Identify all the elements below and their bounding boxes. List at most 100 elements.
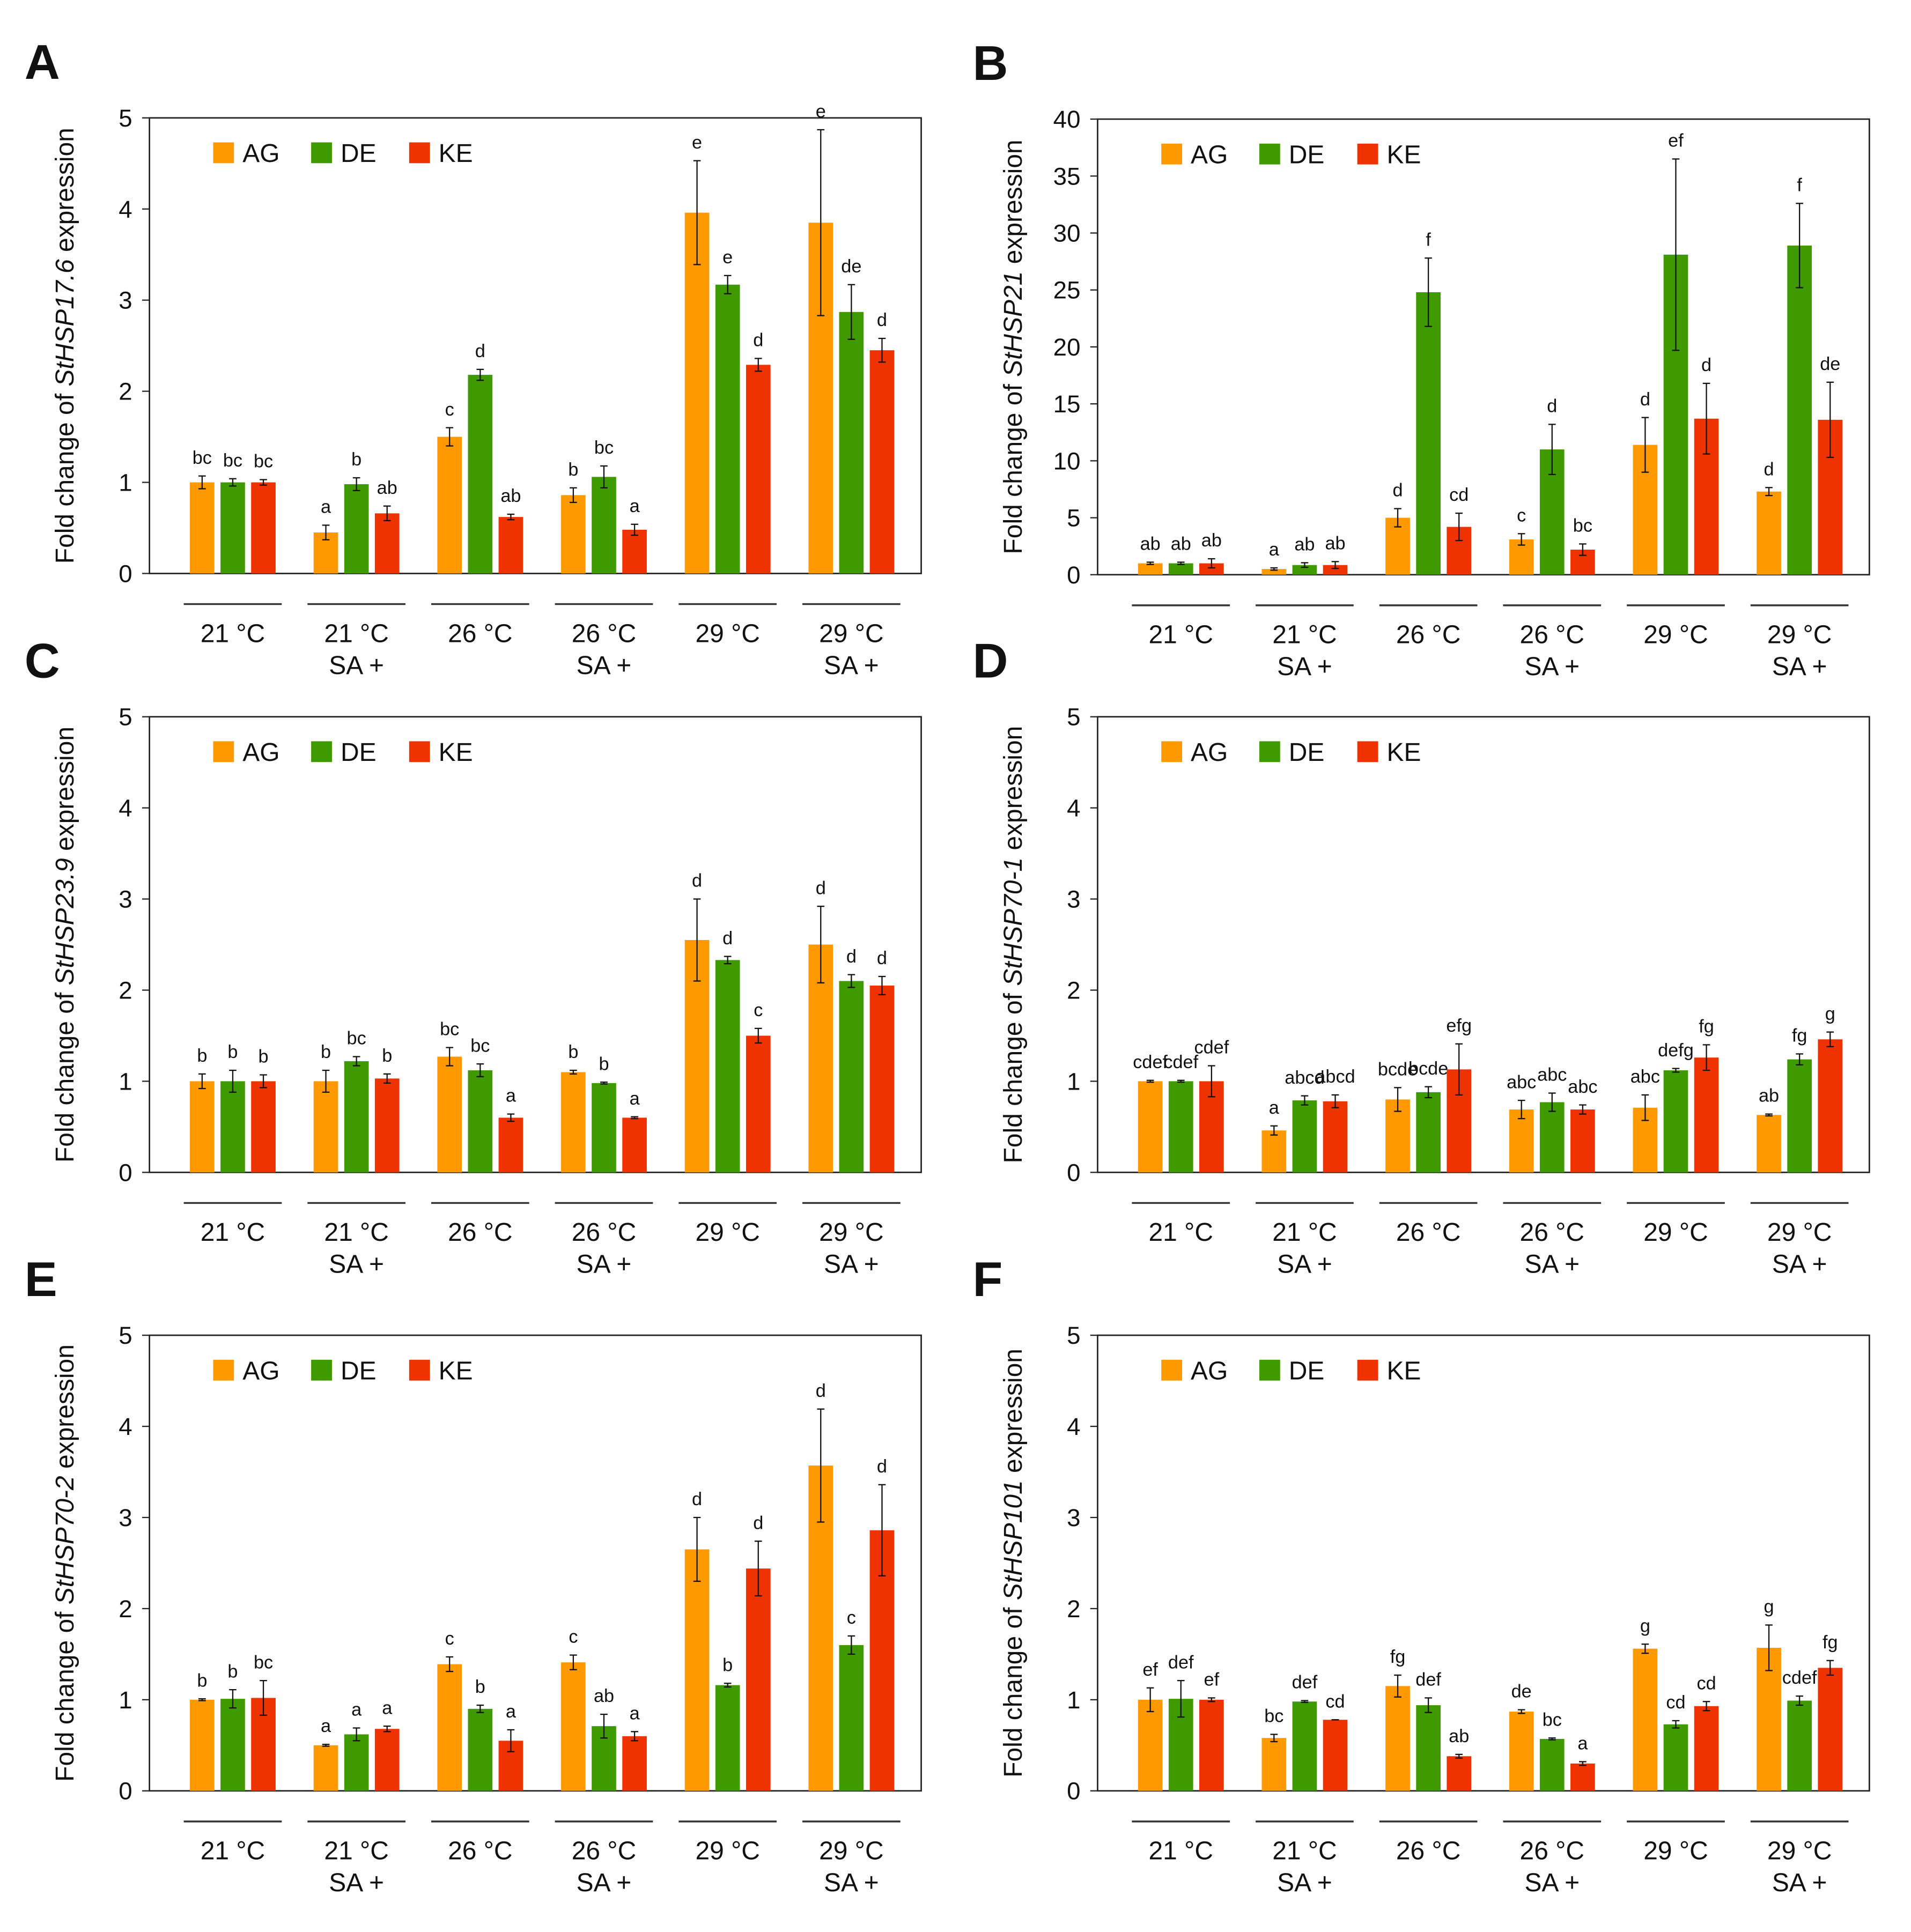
legend-swatch-de — [1259, 1359, 1280, 1381]
y-tick-label: 0 — [119, 1778, 132, 1805]
legend-label-de: DE — [341, 139, 377, 168]
legend-label-ke: KE — [1386, 140, 1421, 169]
bar-ke — [374, 1729, 400, 1791]
category-label: 29 °C — [1767, 1837, 1832, 1866]
bar-ag — [1261, 1130, 1287, 1173]
significance-letter: g — [1640, 1616, 1650, 1636]
significance-letter: a — [630, 1089, 640, 1109]
bar-ag — [437, 1056, 462, 1173]
bar-ag — [1138, 1081, 1163, 1173]
category-sublabel: SA + — [824, 1869, 879, 1897]
bar-de — [344, 484, 369, 574]
bar-de — [468, 1708, 493, 1791]
y-label-gene: StHSP70-1 — [999, 857, 1028, 986]
legend-swatch-ag — [213, 741, 234, 763]
category-sublabel: SA + — [1277, 1869, 1332, 1897]
bar-ag — [313, 1081, 338, 1173]
bar-de — [1168, 563, 1193, 575]
category-label: 21 °C — [1272, 1837, 1337, 1866]
significance-letter: ef — [1142, 1660, 1158, 1680]
y-label-prefix: Fold change of — [999, 1600, 1028, 1778]
y-axis-label: Fold change of StHSP23.9 expression — [51, 727, 79, 1163]
bar-ke — [1323, 1101, 1348, 1173]
significance-letter: d — [1640, 389, 1650, 410]
significance-letter: c — [754, 1000, 763, 1020]
significance-letter: b — [382, 1046, 392, 1066]
y-tick-label: 3 — [119, 886, 132, 913]
bar-ke — [498, 517, 523, 574]
significance-letter: e — [816, 101, 826, 122]
bar-de — [1787, 1059, 1812, 1173]
bar-de — [220, 1081, 245, 1173]
y-tick-label: 0 — [1067, 1778, 1080, 1805]
y-tick-label: 5 — [119, 105, 132, 132]
y-tick-label: 3 — [119, 1504, 132, 1531]
bar-de — [1416, 1705, 1441, 1791]
y-tick-label: 3 — [119, 287, 132, 314]
panel-letter: D — [972, 634, 1008, 689]
bar-ke — [746, 1035, 771, 1173]
significance-letter: abcd — [1315, 1067, 1355, 1087]
category-sublabel: SA + — [577, 652, 632, 680]
category-label: 21 °C — [1149, 1837, 1213, 1866]
y-tick-label: 0 — [119, 1159, 132, 1186]
bar-ke — [1694, 1706, 1719, 1791]
bar-ke — [1199, 1699, 1224, 1791]
significance-letter: c — [1517, 505, 1526, 525]
category-sublabel: SA + — [1772, 1869, 1827, 1897]
bar-ke — [746, 365, 771, 574]
y-tick-label: 4 — [1067, 795, 1080, 822]
bar-de — [715, 284, 740, 574]
category-label: 26 °C — [1396, 1218, 1460, 1247]
significance-letter: ef — [1204, 1670, 1220, 1690]
legend-label-de: DE — [1289, 738, 1325, 767]
significance-letter: ab — [1201, 530, 1222, 551]
bar-ag — [1757, 1647, 1781, 1791]
significance-letter: d — [692, 1489, 702, 1509]
bar-ag — [437, 1664, 462, 1791]
category-label: 21 °C — [201, 1837, 265, 1866]
bar-ag — [1138, 1699, 1163, 1791]
category-label: 26 °C — [572, 1218, 636, 1247]
category-label: 29 °C — [819, 1218, 883, 1247]
panel-letter: F — [972, 1252, 1002, 1307]
y-tick-label: 1 — [119, 1068, 132, 1095]
category-label: 26 °C — [572, 619, 636, 648]
significance-letter: defg — [1658, 1040, 1694, 1061]
bar-ag — [561, 1072, 586, 1173]
bar-ke — [1818, 1039, 1843, 1173]
legend-swatch-ke — [1357, 741, 1378, 763]
legend-label-ke: KE — [1386, 1357, 1421, 1385]
significance-letter: e — [722, 247, 733, 268]
significance-letter: d — [722, 928, 733, 949]
y-tick-label: 4 — [1067, 1413, 1080, 1440]
y-tick-label: 2 — [1067, 976, 1080, 1004]
significance-letter: ab — [377, 478, 397, 498]
bar-ag — [313, 1745, 338, 1791]
bar-de — [1168, 1081, 1193, 1173]
legend-swatch-de — [311, 1359, 332, 1381]
y-tick-label: 0 — [1067, 561, 1080, 589]
bar-ag — [1385, 1686, 1410, 1791]
y-tick-label: 1 — [119, 1686, 132, 1714]
legend-label-ke: KE — [439, 1357, 473, 1385]
significance-letter: a — [321, 1716, 331, 1736]
legend-swatch-de — [311, 142, 332, 164]
legend-label-ag: AG — [242, 139, 279, 168]
significance-letter: abc — [1537, 1065, 1567, 1085]
significance-letter: d — [1701, 355, 1711, 375]
significance-letter: def — [1415, 1670, 1441, 1690]
category-label: 21 °C — [324, 1837, 388, 1866]
category-sublabel: SA + — [1524, 653, 1580, 681]
bar-ke — [374, 513, 400, 574]
bar-de — [1292, 565, 1317, 575]
category-label: 29 °C — [695, 619, 759, 648]
bar-ke — [1818, 1668, 1843, 1791]
bar-ke — [251, 1081, 276, 1173]
legend-label-ag: AG — [1191, 738, 1228, 767]
y-tick-label: 4 — [119, 1413, 132, 1440]
legend-label-de: DE — [1289, 1357, 1325, 1385]
bar-ke — [1570, 1763, 1595, 1791]
significance-letter: d — [877, 948, 887, 968]
